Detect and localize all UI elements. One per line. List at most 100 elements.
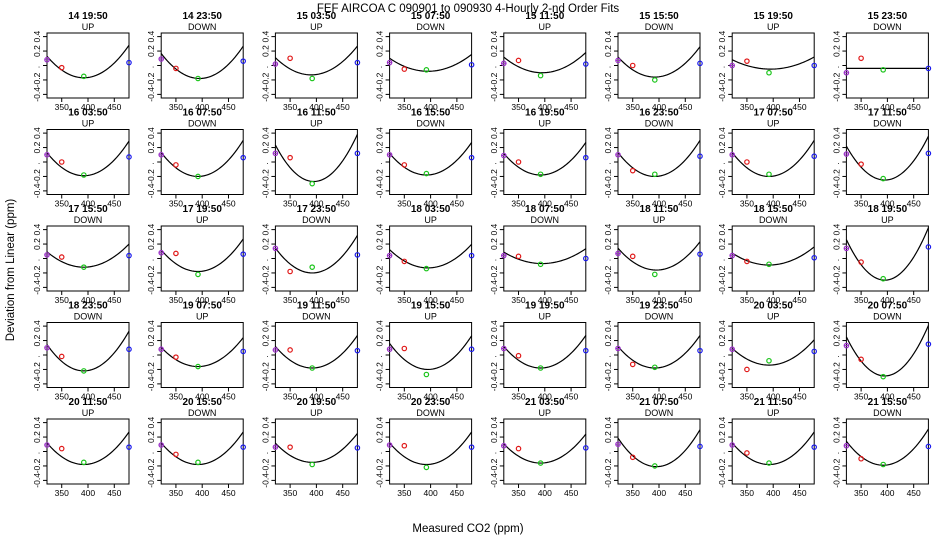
y-tick-label: 0.2 bbox=[717, 45, 727, 57]
fit-curve bbox=[274, 335, 358, 369]
standard-point bbox=[126, 346, 132, 353]
x-tick-label: 350 bbox=[854, 392, 868, 402]
x-tick-label: 450 bbox=[107, 295, 121, 305]
x-tick-label: 400 bbox=[538, 488, 552, 498]
y-tick-label: -0.2 bbox=[146, 265, 156, 280]
panel-frame bbox=[617, 322, 701, 388]
y-tick-label: . bbox=[152, 60, 154, 70]
x-tick-label: 400 bbox=[880, 199, 894, 209]
x-tick-label: 400 bbox=[309, 392, 323, 402]
x-tick-label: 400 bbox=[81, 102, 95, 112]
y-tick-label: 0.4 bbox=[32, 416, 42, 428]
standard-point bbox=[729, 442, 736, 448]
x-tick-label: 350 bbox=[626, 102, 640, 112]
y-tick-label: -0.2 bbox=[146, 362, 156, 377]
standard-point bbox=[240, 251, 247, 257]
standard-point bbox=[500, 252, 507, 259]
standard-point bbox=[173, 354, 179, 360]
figure-title: FEF AIRCOA C 090901 to 090930 4-Hourly 2… bbox=[317, 3, 620, 15]
fit-curve bbox=[617, 335, 701, 369]
y-tick-label: -0.4 bbox=[32, 376, 42, 391]
x-tick-label: 450 bbox=[678, 392, 692, 402]
x-tick-label: 400 bbox=[195, 295, 209, 305]
y-tick-label: 0.2 bbox=[146, 45, 156, 57]
standard-point bbox=[697, 347, 703, 354]
y-tick-label: -0.2 bbox=[831, 169, 841, 184]
y-tick-label: -0.4 bbox=[717, 376, 727, 391]
standard-point bbox=[515, 159, 522, 165]
panel-title: 16 15:50 bbox=[411, 108, 451, 119]
standard-point bbox=[272, 347, 279, 353]
standard-point bbox=[195, 363, 201, 370]
standard-point bbox=[158, 56, 165, 62]
panel-mode: UP bbox=[82, 408, 95, 418]
standard-point bbox=[287, 347, 293, 353]
y-tick-label: 0.4 bbox=[260, 30, 270, 42]
x-tick-label: 350 bbox=[511, 199, 525, 209]
standard-point bbox=[195, 459, 201, 466]
y-tick-label: . bbox=[152, 349, 154, 359]
x-tick-label: 350 bbox=[511, 488, 525, 498]
panel-mode: UP bbox=[767, 408, 780, 418]
y-tick-label: 0.2 bbox=[375, 431, 385, 443]
fit-curve bbox=[503, 142, 587, 176]
y-tick-label: . bbox=[38, 349, 40, 359]
panel-title: 21 11:50 bbox=[754, 397, 793, 408]
fit-curve bbox=[503, 335, 587, 369]
fit-curve bbox=[274, 235, 358, 274]
fit-curve bbox=[845, 227, 929, 281]
y-tick-label: -0.4 bbox=[831, 280, 841, 295]
standard-point bbox=[880, 67, 886, 73]
y-tick-label: -0.4 bbox=[260, 280, 270, 295]
y-tick-label: -0.4 bbox=[489, 280, 499, 295]
panel-mode: DOWN bbox=[759, 215, 788, 225]
y-tick-label: 0.4 bbox=[375, 320, 385, 332]
panel-title: 17 19:50 bbox=[182, 204, 222, 215]
x-tick-label: 400 bbox=[195, 488, 209, 498]
y-tick-label: 0.2 bbox=[717, 141, 727, 153]
x-tick-label: 350 bbox=[397, 488, 411, 498]
panel-mode: UP bbox=[424, 215, 437, 225]
x-tick-label: 450 bbox=[678, 488, 692, 498]
y-tick-label: -0.2 bbox=[146, 458, 156, 473]
standard-point bbox=[44, 151, 50, 158]
standard-point bbox=[744, 450, 750, 456]
standard-point bbox=[582, 347, 589, 354]
x-tick-label: 350 bbox=[397, 102, 411, 112]
x-tick-label: 400 bbox=[309, 295, 323, 305]
y-tick-label: 0.4 bbox=[831, 416, 841, 428]
y-tick-label: -0.4 bbox=[146, 280, 156, 295]
y-tick-label: 0.2 bbox=[375, 45, 385, 57]
panel-title: 16 07:50 bbox=[182, 108, 222, 119]
y-tick-label: -0.2 bbox=[375, 265, 385, 280]
y-tick-label: -0.4 bbox=[489, 376, 499, 391]
y-tick-label: . bbox=[495, 60, 497, 70]
x-tick-label: 400 bbox=[81, 295, 95, 305]
x-tick-label: 400 bbox=[652, 488, 666, 498]
x-axis-label: Measured CO2 (ppm) bbox=[412, 523, 523, 535]
panel-title: 17 07:50 bbox=[753, 108, 793, 119]
x-tick-label: 450 bbox=[336, 488, 350, 498]
standard-point bbox=[858, 356, 864, 363]
y-tick-label: 0.2 bbox=[32, 238, 42, 250]
y-tick-label: -0.2 bbox=[260, 265, 270, 280]
panel-title: 19 23:50 bbox=[639, 301, 679, 312]
standard-point bbox=[80, 172, 87, 178]
y-tick-label: 0.4 bbox=[831, 30, 841, 42]
x-tick-label: 450 bbox=[336, 295, 350, 305]
y-tick-label: 0.2 bbox=[146, 238, 156, 250]
y-tick-label: -0.2 bbox=[146, 169, 156, 184]
panel-frame bbox=[274, 32, 358, 99]
y-tick-label: . bbox=[609, 446, 611, 456]
panel-title: 20 19:50 bbox=[297, 397, 337, 408]
x-tick-label: 350 bbox=[169, 102, 183, 112]
standard-point bbox=[386, 346, 393, 353]
standard-point bbox=[354, 252, 361, 258]
panel-mode: UP bbox=[881, 215, 894, 225]
